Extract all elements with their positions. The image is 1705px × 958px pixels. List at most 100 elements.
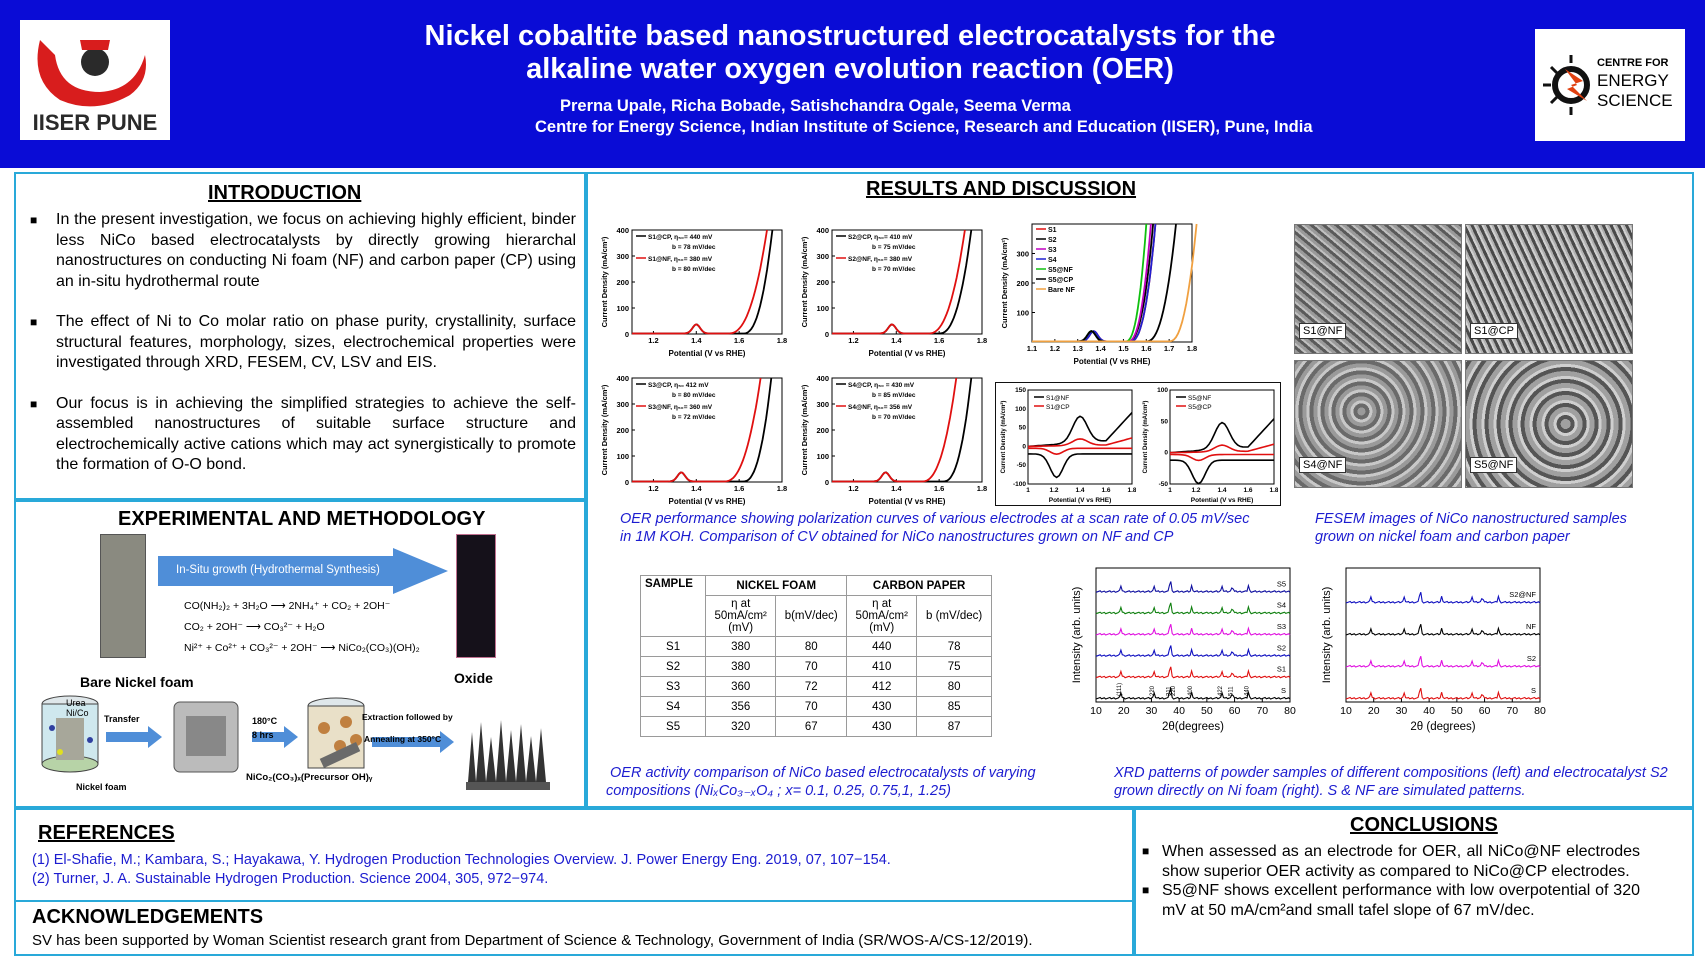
y-tick-label: 200 (616, 278, 629, 287)
table-row: S4 356 70 430 85 (639, 696, 992, 717)
series-label: S3 (1277, 622, 1286, 631)
tafel-label: b = 85 mV/dec (872, 392, 916, 399)
table-cell: 85 (916, 696, 992, 717)
results-panel: RESULTS AND DISCUSSION 1.2 1.4 1.6 1.8 0 100 2… (586, 172, 1694, 808)
x-tick-label: 1.4 (1217, 487, 1226, 494)
y-tick-label: 0 (625, 330, 629, 339)
x-tick-label: 1.4 (891, 336, 902, 345)
intro-bullet-3: ■ Our focus is in achieving the simplifie… (30, 394, 576, 474)
sem-image-s1-nf: S1@NF (1294, 224, 1462, 354)
extraction-label: Extraction followed by (362, 712, 453, 722)
x-tick-label: 50 (1201, 705, 1213, 717)
x-tick-label: 20 (1118, 705, 1130, 717)
xrd-pattern-S (1095, 688, 1291, 700)
legend-entry: S4@NF, η₅₀= 356 mV (848, 404, 913, 411)
intro-bullet-1-text: In the present investigation, we focus o… (56, 211, 576, 290)
chart-svg: 1.2 1.4 1.6 1.8 0 100 200 300 400 Potential (V vs… (600, 226, 787, 358)
acknowledgements-text: SV has been supported by Woman Scientist… (32, 932, 1033, 949)
x-tick-label: 1.2 (848, 336, 858, 345)
table-cell: 356 (705, 696, 777, 717)
conclusions-list: ■ When assessed as an electrode for OER, … (1136, 842, 1640, 920)
y-tick-label: 0 (625, 478, 629, 487)
y-tick-label: 300 (1016, 250, 1029, 259)
x-tick-label: 20 (1368, 705, 1380, 717)
table-subheader-b-cp: b (mV/dec) (916, 595, 992, 637)
experimental-panel: EXPERIMENTAL AND METHODOLOGY In-Situ gro… (14, 500, 586, 808)
cv-anodic-S5@CP (1169, 443, 1275, 454)
y-tick-label: 400 (816, 374, 829, 383)
x-axis-label: Potential (V vs RHE) (669, 349, 746, 358)
xrd-pattern-S2 (1345, 656, 1541, 668)
temperature-label: 180°C (252, 716, 278, 726)
ces-logo-line-2: ENERGY (1597, 71, 1669, 90)
table-caption-line-1: OER activity comparison of NiCo based el… (610, 765, 1036, 781)
conclusion-bullet-1-text: When assessed as an electrode for OER, a… (1162, 843, 1640, 880)
tafel-label: b = 80 mV/dec (672, 266, 716, 273)
x-tick-label: 1.6 (1101, 487, 1110, 494)
legend-entry: S4@CP, η₅₀ = 430 mV (848, 382, 915, 389)
y-axis-label: Current Density (mA/cm²) (800, 384, 809, 475)
table-cell: 70 (775, 656, 848, 677)
xrd-pattern-S (1345, 688, 1541, 700)
y-tick-label: 200 (816, 426, 829, 435)
x-tick-label: 10 (1090, 705, 1102, 717)
table-row: S2 380 70 410 75 (639, 656, 992, 677)
y-tick-label: 50 (1161, 418, 1169, 425)
x-tick-label: 1.7 (1164, 344, 1174, 353)
experimental-heading: EXPERIMENTAL AND METHODOLOGY (118, 508, 486, 530)
sem-image-s1-cp: S1@CP (1465, 224, 1633, 354)
table-cell: S1 (639, 636, 707, 657)
table-cell: 320 (705, 716, 777, 737)
y-axis-label: Current Density (mA/cm²) (1000, 237, 1009, 328)
x-axis-label: Potential (V vs RHE) (869, 497, 946, 506)
table-cell: 70 (775, 696, 848, 717)
y-tick-label: 0 (825, 478, 829, 487)
x-tick-label: 50 (1451, 705, 1463, 717)
bare-nickel-foam-label: Bare Nickel foam (80, 674, 194, 690)
oxide-image (456, 534, 496, 658)
y-tick-label: 100 (816, 452, 829, 461)
peak-label: 422 (1218, 685, 1224, 696)
oxide-label: Oxide (454, 670, 493, 686)
chart-svg: 1.2 1.4 1.6 1.8 0 100 200 300 400 Potential (V vs… (800, 374, 987, 506)
iiser-logo-graphic: IISER PUNE (33, 40, 157, 135)
table-cell: 380 (705, 656, 777, 677)
lsv-chart-s1: 1.2 1.4 1.6 1.8 0 100 200 300 400 Potential (V vs… (598, 224, 788, 360)
x-axis-label: Potential (V vs RHE) (1049, 497, 1111, 504)
x-tick-label: 1.2 (648, 336, 658, 345)
table-cell: S4 (639, 696, 707, 717)
legend-entry: S2 (1048, 237, 1057, 244)
tafel-label: b = 70 mV/dec (872, 266, 916, 273)
y-tick-label: 400 (816, 226, 829, 235)
table-cell: 67 (775, 716, 848, 737)
references-panel: REFERENCES (1) El-Shafie, M.; Kambara, S… (14, 808, 1134, 904)
y-axis-label: Current Density (mA/cm²) (600, 384, 609, 475)
x-axis-label: Potential (V vs RHE) (869, 349, 946, 358)
table-header-row: SAMPLE NICKEL FOAM CARBON PAPER (639, 575, 992, 637)
y-axis-label: Current Density (mA/cm²) (1142, 401, 1149, 474)
legend-entry: S3 (1048, 247, 1057, 254)
series-label: NF (1526, 622, 1536, 631)
peak-label: 440 (1244, 685, 1250, 696)
table-cell: 412 (846, 676, 918, 697)
series-line-Bare NF (1032, 223, 1198, 343)
x-tick-label: 1 (1168, 487, 1172, 494)
y-tick-label: 300 (816, 252, 829, 261)
table-cell: 430 (846, 716, 918, 737)
references-heading: REFERENCES (38, 822, 175, 844)
series-line-S4@NF (832, 377, 958, 483)
table-cell: 87 (916, 716, 992, 737)
table-cell: 380 (705, 636, 777, 657)
iiser-pune-logo: IISER PUNE (20, 20, 170, 140)
legend-entry: S1@CP (1046, 404, 1070, 411)
table-row: S3 360 72 412 80 (639, 676, 992, 697)
peak-label: 511 (1228, 686, 1234, 696)
x-tick-label: 1.2 (1191, 487, 1200, 494)
legend-entry: S3@NF, η₅₀= 360 mV (648, 404, 713, 411)
x-tick-label: 1.6 (734, 484, 744, 493)
table-header-carbon-paper: CARBON PAPER (846, 575, 992, 596)
ces-logo-line-1: CENTRE FOR (1597, 57, 1669, 69)
legend-entry: S5@NF (1188, 395, 1211, 402)
x-axis-label: Potential (V vs RHE) (669, 497, 746, 506)
y-tick-label: 100 (1157, 387, 1168, 394)
